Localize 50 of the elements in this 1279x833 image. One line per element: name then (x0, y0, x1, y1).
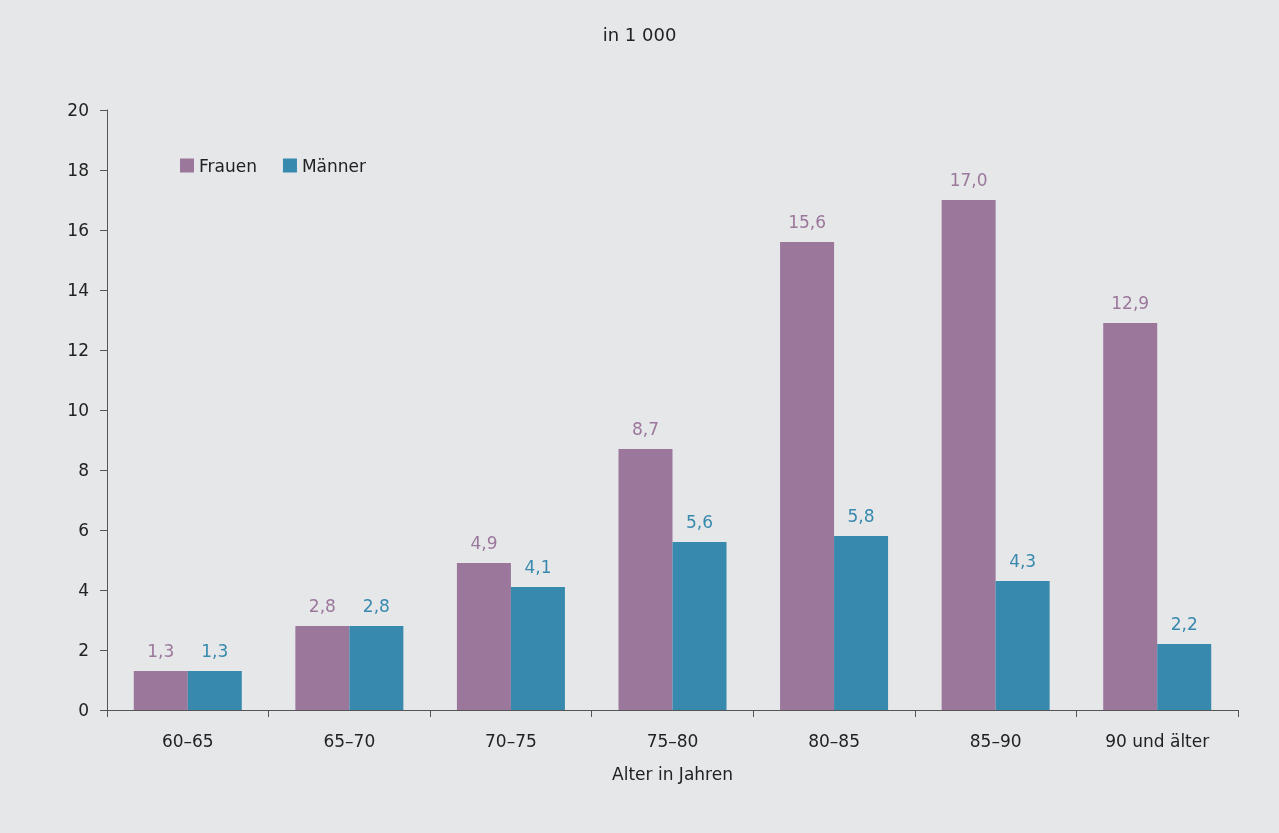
bar (1157, 644, 1212, 710)
bar (780, 242, 835, 710)
bar (941, 200, 996, 710)
bar (1103, 323, 1158, 710)
bar (672, 542, 727, 710)
data-label: 4,3 (1009, 550, 1037, 571)
data-label: 2,8 (362, 595, 390, 616)
y-tick-label: 18 (67, 160, 89, 180)
data-label: 8,7 (631, 418, 660, 439)
y-tick-label: 4 (78, 580, 89, 600)
y-tick-label: 2 (78, 640, 89, 660)
legend-label: Frauen (199, 155, 257, 176)
data-label: 1,3 (147, 640, 175, 661)
data-label: 2,8 (308, 595, 336, 616)
x-tick-label: 70–75 (485, 730, 537, 751)
bar (834, 536, 889, 710)
x-tick-label: 80–85 (808, 730, 860, 751)
y-tick-label: 20 (67, 100, 89, 120)
bar (618, 449, 673, 710)
data-label: 5,6 (685, 511, 714, 532)
y-tick-label: 6 (78, 520, 89, 540)
bar (349, 626, 404, 710)
y-tick-label: 12 (67, 340, 89, 360)
data-label: 15,6 (788, 211, 826, 232)
y-tick-label: 16 (67, 220, 89, 240)
x-tick-label: 90 und älter (1105, 730, 1210, 751)
x-axis-title: Alter in Jahren (612, 763, 733, 784)
legend-label: Männer (301, 155, 367, 176)
data-label: 4,9 (470, 532, 498, 553)
x-tick-label: 65–70 (323, 730, 376, 751)
bar (456, 563, 511, 710)
data-label: 4,1 (524, 556, 552, 577)
bar (995, 581, 1050, 710)
bar (510, 587, 565, 710)
x-tick-label: 85–90 (969, 730, 1022, 751)
x-tick-label: 60–65 (161, 730, 214, 751)
y-tick-label: 8 (78, 460, 89, 480)
y-tick-label: 14 (67, 280, 89, 300)
x-tick-label: 75–80 (646, 730, 699, 751)
y-tick-label: 0 (78, 700, 89, 720)
data-label: 17,0 (949, 169, 988, 190)
bar (133, 671, 188, 710)
data-label: 2,2 (1170, 613, 1198, 634)
chart-title: in 1 000 (602, 23, 677, 45)
data-label: 5,8 (847, 505, 875, 526)
data-label: 1,3 (201, 640, 229, 661)
bar (295, 626, 350, 710)
bar (187, 671, 242, 710)
y-tick-label: 10 (67, 400, 89, 420)
data-label: 12,9 (1111, 292, 1150, 313)
